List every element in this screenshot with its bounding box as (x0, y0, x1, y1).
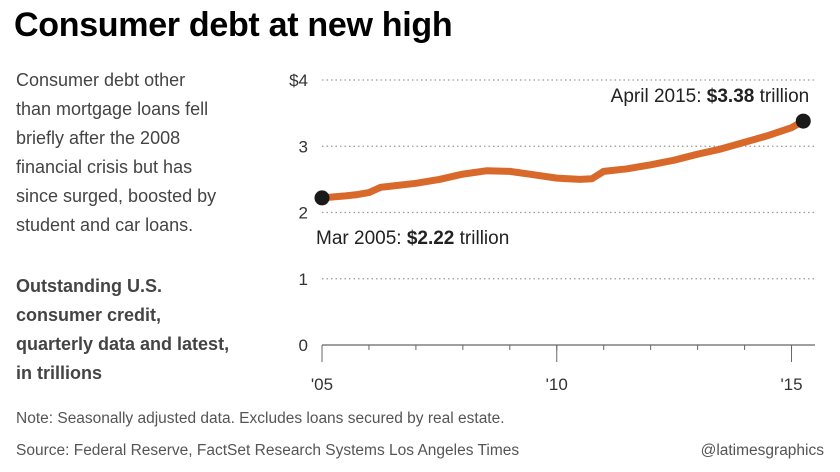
intro-line: student and car loans. (16, 215, 194, 235)
intro-line: briefly after the 2008 (16, 128, 181, 148)
intro-line: since surged, boosted by (16, 186, 217, 206)
y-tick-label: 2 (299, 204, 308, 223)
graphics-credit: @latimesgraphics (700, 442, 824, 459)
intro-line: financial crisis but has (16, 157, 193, 177)
x-tick-label: '10 (546, 375, 568, 394)
data-point-marker (314, 190, 330, 206)
intro-text: Consumer debt other than mortgage loans … (16, 66, 278, 240)
chart-subtitle: Outstanding U.S. consumer credit, quarte… (16, 272, 278, 388)
consumer-credit-series-line (318, 117, 807, 202)
intro-line: than mortgage loans fell (16, 99, 209, 119)
y-tick-label: 3 (299, 137, 308, 156)
subtitle-line: quarterly data and latest, (16, 334, 230, 354)
y-tick-label: $4 (289, 71, 308, 90)
subtitle-line: Outstanding U.S. (16, 276, 162, 296)
intro-line: Consumer debt other (16, 70, 186, 90)
source-credit: Source: Federal Reserve, FactSet Researc… (16, 442, 520, 459)
x-tick-label: '05 (311, 375, 333, 394)
data-point-marker (795, 113, 811, 129)
chart-note: Note: Seasonally adjusted data. Excludes… (16, 410, 505, 427)
point-annotation: April 2015: $3.38 trillion (611, 86, 810, 107)
subtitle-line: consumer credit, (16, 305, 162, 325)
y-tick-label: 1 (299, 270, 308, 289)
x-tick-label: '15 (780, 375, 802, 394)
y-tick-label: 0 (299, 336, 308, 355)
subtitle-line: in trillions (16, 363, 103, 383)
page-title: Consumer debt at new high (14, 6, 453, 44)
point-annotation: Mar 2005: $2.22 trillion (316, 228, 509, 249)
